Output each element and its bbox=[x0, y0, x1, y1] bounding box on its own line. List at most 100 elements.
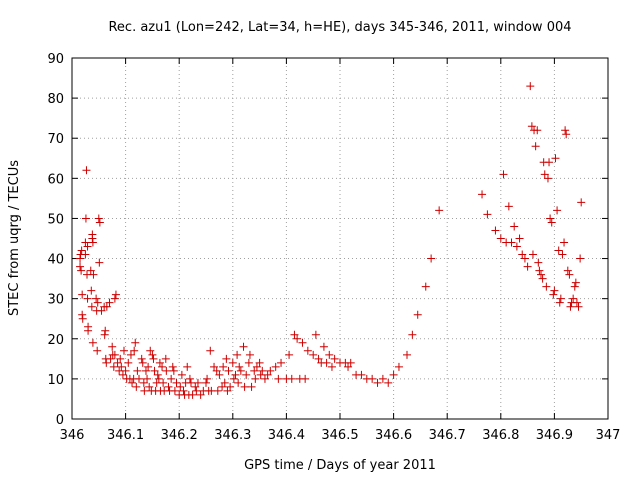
data-point bbox=[167, 374, 176, 383]
data-point bbox=[250, 366, 259, 375]
data-point bbox=[93, 298, 102, 307]
data-point bbox=[124, 358, 133, 367]
data-point bbox=[569, 294, 578, 303]
data-point bbox=[146, 346, 155, 355]
x-tick-label: 346.8 bbox=[482, 428, 519, 443]
data-point bbox=[224, 366, 233, 375]
y-tick-label: 50 bbox=[47, 212, 64, 227]
data-point bbox=[260, 374, 269, 383]
data-point bbox=[191, 382, 200, 391]
data-point bbox=[126, 350, 135, 359]
data-point bbox=[106, 354, 115, 363]
data-point bbox=[84, 322, 93, 331]
data-point bbox=[193, 378, 202, 387]
data-point bbox=[192, 386, 201, 395]
data-point bbox=[100, 330, 109, 339]
data-point bbox=[164, 382, 173, 391]
data-point bbox=[185, 374, 194, 383]
data-point bbox=[222, 354, 231, 363]
data-point bbox=[314, 354, 323, 363]
data-point bbox=[87, 286, 96, 295]
data-point bbox=[271, 362, 280, 371]
x-tick-label: 346.3 bbox=[214, 428, 251, 443]
data-point bbox=[81, 238, 90, 247]
data-point bbox=[130, 346, 139, 355]
data-point bbox=[239, 342, 248, 351]
data-point bbox=[565, 270, 574, 279]
data-point bbox=[119, 346, 128, 355]
data-point bbox=[555, 298, 564, 307]
data-point bbox=[290, 330, 299, 339]
data-point bbox=[561, 126, 570, 135]
data-point bbox=[94, 214, 103, 223]
data-point bbox=[527, 122, 536, 131]
data-point bbox=[319, 342, 328, 351]
data-point bbox=[88, 234, 97, 243]
data-point bbox=[170, 386, 179, 395]
data-point bbox=[234, 378, 243, 387]
y-tick-label: 70 bbox=[47, 132, 64, 147]
data-point bbox=[435, 206, 444, 215]
data-point bbox=[554, 246, 563, 255]
data-point bbox=[101, 326, 110, 335]
data-point bbox=[78, 310, 87, 319]
data-point bbox=[117, 362, 126, 371]
y-tick-label: 10 bbox=[47, 373, 64, 388]
data-point bbox=[76, 262, 85, 271]
data-point bbox=[236, 366, 245, 375]
data-point bbox=[344, 362, 353, 371]
data-point bbox=[228, 358, 237, 367]
y-tick-label: 40 bbox=[47, 253, 64, 268]
data-point bbox=[219, 362, 228, 371]
data-point bbox=[176, 382, 185, 391]
data-point bbox=[81, 214, 90, 223]
data-point bbox=[88, 238, 97, 247]
data-point bbox=[389, 370, 398, 379]
data-point bbox=[526, 82, 535, 91]
data-point bbox=[534, 258, 543, 267]
data-point bbox=[177, 370, 186, 379]
data-point bbox=[247, 382, 256, 391]
data-point bbox=[155, 358, 164, 367]
data-point bbox=[141, 366, 150, 375]
data-point bbox=[135, 374, 143, 383]
data-point bbox=[108, 342, 117, 351]
y-tick-label: 20 bbox=[47, 333, 64, 348]
data-point bbox=[110, 294, 119, 303]
data-point bbox=[346, 358, 355, 367]
data-point bbox=[133, 366, 142, 375]
y-axis-label: STEC from uqrg / TECUs bbox=[7, 160, 22, 316]
data-point bbox=[213, 386, 222, 395]
data-point bbox=[162, 366, 171, 375]
data-point bbox=[563, 266, 572, 275]
data-point bbox=[83, 242, 92, 251]
data-point bbox=[523, 262, 532, 271]
data-point bbox=[149, 354, 158, 363]
data-point bbox=[172, 378, 181, 387]
y-tick-label: 80 bbox=[47, 92, 64, 107]
data-point bbox=[81, 250, 90, 259]
data-point bbox=[558, 250, 567, 259]
data-point bbox=[95, 258, 104, 267]
data-point bbox=[220, 378, 229, 387]
data-point bbox=[102, 302, 111, 311]
data-point bbox=[287, 374, 296, 383]
x-tick-label: 346.1 bbox=[107, 428, 144, 443]
y-tick-label: 90 bbox=[47, 52, 64, 67]
data-point bbox=[504, 202, 513, 211]
data-point bbox=[574, 302, 583, 311]
data-point bbox=[478, 190, 487, 199]
y-tick-label: 30 bbox=[47, 293, 64, 308]
data-point bbox=[520, 254, 529, 263]
data-point bbox=[144, 362, 153, 371]
data-point bbox=[357, 370, 366, 379]
data-point bbox=[148, 350, 157, 359]
data-point bbox=[113, 358, 122, 367]
data-point bbox=[215, 370, 224, 379]
grid-lines bbox=[72, 58, 608, 419]
data-point bbox=[403, 350, 411, 359]
data-point bbox=[140, 386, 149, 395]
data-point bbox=[88, 338, 97, 347]
data-point bbox=[93, 346, 102, 355]
data-point bbox=[303, 346, 312, 355]
